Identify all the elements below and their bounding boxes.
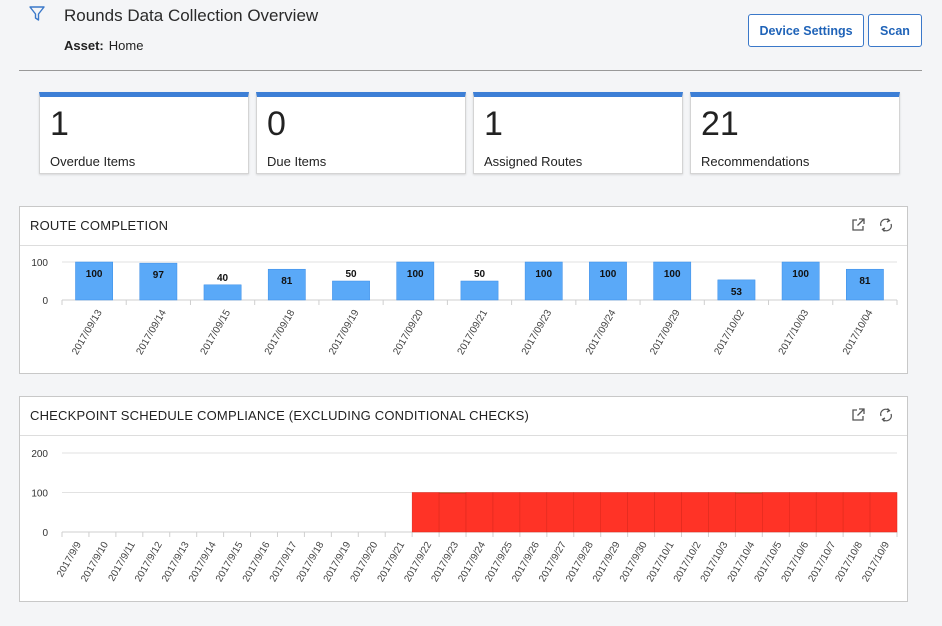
bar: [139, 262, 178, 301]
x-tick-label: 2017/09/19: [327, 308, 362, 357]
x-tick-label: 2017/09/15: [199, 308, 234, 357]
bar-segment: [842, 492, 871, 533]
bar: [781, 261, 820, 301]
external-link-icon[interactable]: [850, 217, 866, 233]
bar-segment: [815, 492, 844, 533]
x-tick-label: 2017/09/18: [263, 308, 298, 357]
bar: [396, 261, 435, 301]
asset-label: Asset:: [64, 38, 104, 53]
page-header: Rounds Data Collection Overview Asset: Ho…: [0, 0, 942, 70]
device-settings-button[interactable]: Device Settings: [748, 14, 864, 47]
card-value: 21: [701, 105, 739, 143]
x-tick-label: 2017/09/24: [584, 308, 619, 357]
checkpoint-compliance-chart: 20010002017/9/92017/9/102017/9/112017/9/…: [31, 449, 898, 584]
x-tick-label: 2017/10/9: [860, 540, 892, 584]
bar: [460, 280, 499, 301]
y-tick-label: 0: [42, 528, 48, 539]
bar-segment: [789, 492, 817, 533]
data-label: 40: [217, 273, 229, 284]
bar: [717, 279, 756, 301]
bar: [267, 268, 306, 301]
card-value: 1: [484, 105, 503, 143]
x-tick-label: 2017/09/20: [391, 308, 426, 357]
x-tick-label: 2017/10/02: [712, 308, 747, 357]
asset-value: Home: [108, 38, 144, 53]
x-tick-label: 2017/09/21: [456, 308, 491, 357]
card-due-items[interactable]: 0 Due Items: [256, 92, 466, 174]
bar-segment: [654, 492, 682, 533]
card-label: Recommendations: [701, 154, 810, 169]
card-value: 1: [50, 105, 69, 143]
x-tick-label: 2017/09/13: [70, 308, 105, 357]
data-label: 100: [407, 269, 424, 280]
bar-segment: [519, 492, 548, 533]
panel-header: CHECKPOINT SCHEDULE COMPLIANCE (EXCLUDIN…: [20, 397, 907, 436]
asset-info: Asset: Home: [64, 38, 143, 53]
data-label: 81: [281, 276, 293, 287]
data-label: 53: [731, 287, 743, 298]
bar-segment: [573, 492, 601, 533]
checkpoint-compliance-panel: CHECKPOINT SCHEDULE COMPLIANCE (EXCLUDIN…: [19, 396, 908, 602]
bar-segment: [492, 492, 521, 533]
card-assigned-routes[interactable]: 1 Assigned Routes: [473, 92, 683, 174]
bar-segment: [708, 492, 736, 533]
bar-segment: [546, 492, 575, 533]
x-tick-label: 2017/10/03: [777, 308, 812, 357]
data-label: 100: [535, 269, 552, 280]
bar-segment: [600, 492, 628, 533]
bar-segment: [411, 492, 440, 533]
bar-segment: [869, 492, 898, 533]
panel-title: CHECKPOINT SCHEDULE COMPLIANCE (EXCLUDIN…: [30, 408, 530, 423]
data-label: 100: [792, 269, 809, 280]
x-tick-label: 2017/10/04: [841, 308, 876, 357]
data-label: 50: [345, 269, 357, 280]
x-tick-label: 2017/09/23: [520, 308, 555, 357]
panel-title: ROUTE COMPLETION: [30, 218, 169, 233]
bar-segment: [465, 492, 494, 533]
card-label: Assigned Routes: [484, 154, 583, 169]
route-completion-panel: ROUTE COMPLETION 100 0 100 2017/09/13 97 2017…: [19, 206, 908, 374]
card-label: Due Items: [267, 154, 327, 169]
x-tick-label: 2017/09/14: [134, 308, 169, 357]
card-label: Overdue Items: [50, 154, 136, 169]
bar: [203, 284, 242, 301]
bar: [332, 280, 370, 301]
y-tick-label: 100: [31, 489, 48, 500]
header-divider: [19, 70, 922, 71]
bar-segment: [681, 492, 709, 533]
bar-segment: [438, 492, 467, 494]
data-label: 97: [153, 270, 165, 281]
filter-icon[interactable]: [28, 5, 46, 23]
refresh-icon[interactable]: [878, 217, 894, 233]
bar: [653, 261, 692, 301]
card-value: 0: [267, 105, 286, 143]
card-recommendations[interactable]: 21 Recommendations: [690, 92, 900, 174]
bar-segment: [735, 493, 763, 533]
external-link-icon[interactable]: [850, 407, 866, 423]
card-overdue-items[interactable]: 1 Overdue Items: [39, 92, 249, 174]
bar-segment: [627, 492, 655, 533]
refresh-icon[interactable]: [878, 407, 894, 423]
y-tick-label: 200: [31, 449, 48, 460]
bar-segment: [762, 492, 790, 533]
page-title: Rounds Data Collection Overview: [64, 6, 319, 25]
bar: [589, 261, 627, 301]
route-completion-chart: 100 0 100 2017/09/13 97 2017/09/14 40 2017/09/1…: [31, 258, 898, 357]
bar: [524, 261, 563, 301]
data-label: 100: [86, 269, 103, 280]
panel-header: ROUTE COMPLETION: [20, 207, 907, 246]
scan-button[interactable]: Scan: [868, 14, 922, 47]
data-label: 50: [474, 269, 486, 280]
bar: [846, 268, 884, 301]
y-tick-label: 0: [42, 296, 48, 307]
x-tick-label: 2017/09/29: [648, 308, 683, 357]
y-tick-label: 100: [31, 258, 48, 269]
x-tick-label: 2017/9/9: [55, 540, 84, 580]
data-label: 100: [664, 269, 681, 280]
bar-segment: [735, 492, 763, 494]
bar-segment: [438, 493, 467, 533]
bar: [75, 261, 113, 301]
data-label: 81: [859, 276, 871, 287]
data-label: 100: [600, 269, 617, 280]
